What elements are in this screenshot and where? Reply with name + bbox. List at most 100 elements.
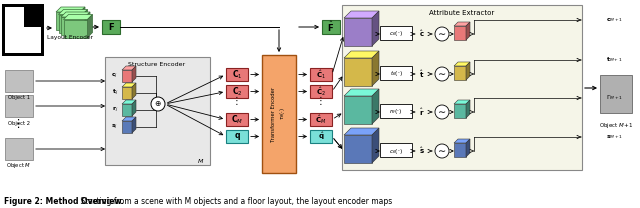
Polygon shape	[372, 11, 379, 46]
Bar	[454, 26, 466, 40]
Polygon shape	[466, 62, 470, 80]
Text: Figure 2: Method Overview.: Figure 2: Method Overview.	[4, 198, 124, 207]
Text: $\hat{\mathbf{F}}$: $\hat{\mathbf{F}}$	[328, 20, 335, 34]
Polygon shape	[466, 139, 470, 157]
Bar	[344, 135, 372, 163]
Text: ∼: ∼	[438, 107, 446, 117]
Text: $\mathbf{C}_M$: $\mathbf{C}_M$	[231, 113, 243, 126]
Circle shape	[435, 144, 449, 158]
Text: $\hat{\mathbf{s}}$: $\hat{\mathbf{s}}$	[419, 146, 425, 156]
Bar	[310, 113, 332, 126]
Bar	[63, 20, 88, 37]
Bar	[24, 7, 41, 27]
Polygon shape	[344, 128, 379, 135]
Bar	[310, 130, 332, 143]
Polygon shape	[454, 62, 470, 66]
Text: $\mathbf{t}_j$: $\mathbf{t}_j$	[112, 88, 118, 98]
Polygon shape	[56, 7, 85, 12]
Text: $\mathbf{t}_{M+1}$: $\mathbf{t}_{M+1}$	[606, 56, 623, 64]
Bar	[454, 143, 466, 157]
Bar	[58, 15, 83, 32]
Bar	[380, 104, 412, 118]
Polygon shape	[122, 100, 136, 104]
Text: $\hat{\mathbf{t}}$: $\hat{\mathbf{t}}$	[419, 68, 425, 80]
Bar	[5, 70, 33, 92]
Text: $\mathbf{s}_{M+1}$: $\mathbf{s}_{M+1}$	[606, 133, 623, 141]
Polygon shape	[372, 89, 379, 124]
Polygon shape	[122, 117, 136, 121]
Bar	[344, 18, 372, 46]
Polygon shape	[132, 100, 136, 116]
Polygon shape	[61, 12, 90, 17]
Bar	[2, 4, 44, 56]
Circle shape	[435, 105, 449, 119]
Bar	[454, 66, 466, 80]
Bar	[226, 113, 248, 126]
Bar	[262, 55, 296, 173]
Polygon shape	[372, 51, 379, 86]
Polygon shape	[88, 15, 93, 37]
Text: Object 2: Object 2	[8, 120, 30, 125]
Text: Object $M$$+1$: Object $M$$+1$	[599, 121, 633, 130]
Text: $c_\theta(\cdot)$: $c_\theta(\cdot)$	[389, 146, 403, 156]
Bar	[122, 104, 132, 116]
Bar	[61, 17, 85, 35]
Circle shape	[151, 97, 165, 111]
Bar	[322, 20, 340, 34]
Bar	[122, 87, 132, 99]
Text: $\oplus$: $\oplus$	[154, 99, 162, 109]
Polygon shape	[132, 66, 136, 82]
Polygon shape	[122, 83, 136, 87]
Bar	[122, 121, 132, 133]
Text: $\Gamma_{M+1}$: $\Gamma_{M+1}$	[606, 94, 623, 103]
Text: ∼: ∼	[438, 69, 446, 79]
Text: $\mathbf{s}_j$: $\mathbf{s}_j$	[111, 122, 118, 132]
Text: $\mathbf{c}_{M+1}$: $\mathbf{c}_{M+1}$	[606, 16, 623, 24]
Polygon shape	[132, 83, 136, 99]
Text: $\mathbf{C}_2$: $\mathbf{C}_2$	[232, 85, 243, 98]
Text: Structure Encoder: Structure Encoder	[129, 62, 186, 67]
Bar	[454, 104, 466, 118]
Bar	[226, 85, 248, 98]
Polygon shape	[454, 100, 470, 104]
Text: $\mathbf{F}$: $\mathbf{F}$	[108, 21, 115, 32]
Text: $\mathbf{c}_j$: $\mathbf{c}_j$	[111, 71, 118, 80]
Bar	[102, 20, 120, 34]
Bar	[5, 7, 41, 53]
Text: Attribute Extractor: Attribute Extractor	[429, 10, 495, 16]
Bar	[310, 68, 332, 81]
Bar	[105, 57, 210, 165]
Polygon shape	[454, 139, 470, 143]
Polygon shape	[344, 11, 379, 18]
Polygon shape	[344, 51, 379, 58]
Polygon shape	[132, 117, 136, 133]
Polygon shape	[80, 7, 85, 30]
Bar	[5, 95, 33, 117]
Text: $\hat{\mathbf{r}}$: $\hat{\mathbf{r}}$	[419, 106, 425, 118]
Bar	[342, 5, 582, 170]
Text: ⋮: ⋮	[12, 119, 24, 129]
Polygon shape	[122, 66, 136, 70]
Text: $\mathbf{q}$: $\mathbf{q}$	[234, 131, 241, 142]
Text: ⋮: ⋮	[232, 96, 242, 106]
Text: $\hat{\mathbf{C}}_2$: $\hat{\mathbf{C}}_2$	[316, 85, 326, 98]
Text: $\hat{\mathbf{c}}$: $\hat{\mathbf{c}}$	[419, 29, 425, 39]
Text: $\mathbf{r}_j$: $\mathbf{r}_j$	[111, 105, 118, 115]
Bar	[380, 143, 412, 157]
Text: $\hat{\mathbf{C}}_M$: $\hat{\mathbf{C}}_M$	[316, 113, 326, 126]
Text: $\hat{\mathbf{q}}$: $\hat{\mathbf{q}}$	[317, 131, 324, 142]
Bar	[226, 68, 248, 81]
Bar	[344, 96, 372, 124]
Polygon shape	[372, 128, 379, 163]
Polygon shape	[344, 89, 379, 96]
Text: $r_\theta(\cdot)$: $r_\theta(\cdot)$	[390, 108, 403, 116]
Circle shape	[435, 67, 449, 81]
Text: Transformer Encoder
$\tau_\theta(\cdot)$: Transformer Encoder $\tau_\theta(\cdot)$	[271, 87, 287, 142]
Bar	[310, 85, 332, 98]
Polygon shape	[466, 100, 470, 118]
Text: Layout Encoder: Layout Encoder	[47, 36, 93, 41]
Polygon shape	[83, 10, 88, 32]
Bar	[226, 130, 248, 143]
Polygon shape	[85, 12, 90, 35]
Text: $t_\theta(\cdot)$: $t_\theta(\cdot)$	[390, 69, 403, 78]
